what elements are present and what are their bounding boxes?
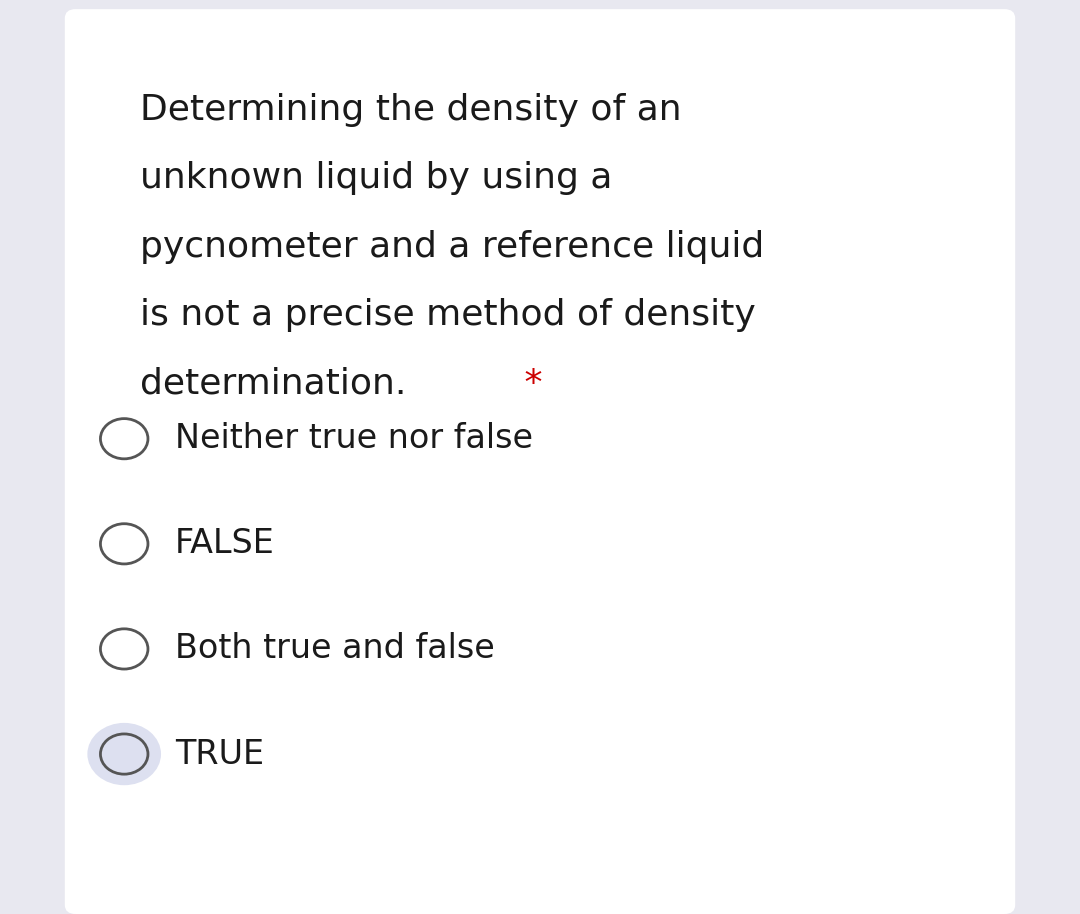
Text: determination.: determination. bbox=[140, 367, 407, 401]
Text: Determining the density of an: Determining the density of an bbox=[140, 92, 683, 127]
Text: *: * bbox=[513, 367, 542, 401]
Text: TRUE: TRUE bbox=[175, 738, 265, 771]
Text: unknown liquid by using a: unknown liquid by using a bbox=[140, 161, 612, 196]
Text: FALSE: FALSE bbox=[175, 527, 274, 560]
Text: Both true and false: Both true and false bbox=[175, 632, 495, 665]
Text: Neither true nor false: Neither true nor false bbox=[175, 422, 532, 455]
Text: is not a precise method of density: is not a precise method of density bbox=[140, 298, 756, 333]
Circle shape bbox=[87, 723, 161, 785]
FancyBboxPatch shape bbox=[65, 9, 1015, 914]
Text: pycnometer and a reference liquid: pycnometer and a reference liquid bbox=[140, 229, 765, 264]
